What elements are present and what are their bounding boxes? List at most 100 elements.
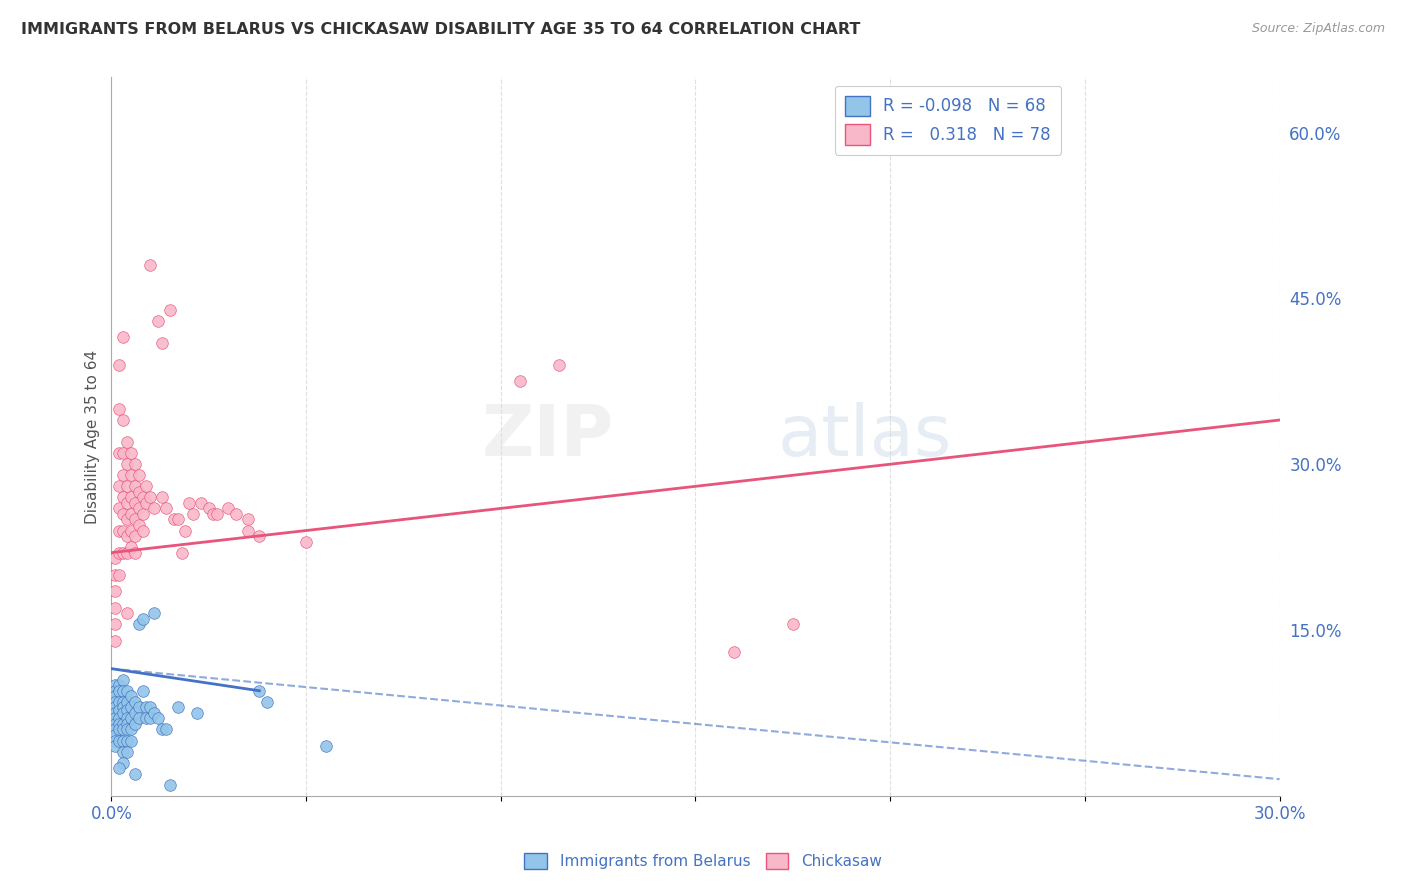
Point [315, 739, 337, 753]
Point [150, 723, 173, 737]
Point [115, 733, 138, 747]
Point [143, 706, 166, 720]
Point [108, 524, 131, 538]
Point [131, 524, 153, 538]
Point [115, 496, 138, 510]
Point [236, 512, 259, 526]
Point [139, 258, 162, 272]
Point [108, 446, 131, 460]
Text: ZIP: ZIP [481, 402, 613, 471]
Y-axis label: Disability Age 35 to 64: Disability Age 35 to 64 [86, 350, 100, 524]
Point [197, 501, 219, 516]
Point [128, 711, 150, 725]
Point [112, 756, 135, 770]
Point [104, 634, 127, 648]
Point [124, 496, 146, 510]
Point [128, 468, 150, 483]
Point [155, 723, 177, 737]
Legend: Immigrants from Belarus, Chickasaw: Immigrants from Belarus, Chickasaw [519, 847, 887, 875]
Point [159, 302, 181, 317]
Point [124, 766, 146, 780]
Point [112, 446, 135, 460]
Point [104, 551, 127, 566]
Point [295, 534, 318, 549]
Point [112, 723, 135, 737]
Point [124, 512, 146, 526]
Point [104, 739, 127, 753]
Point [115, 512, 138, 526]
Point [128, 617, 150, 632]
Point [225, 507, 247, 521]
Point [159, 778, 181, 792]
Point [217, 501, 239, 516]
Point [120, 524, 142, 538]
Point [112, 717, 135, 731]
Point [115, 529, 138, 543]
Point [104, 617, 127, 632]
Point [174, 524, 197, 538]
Point [115, 711, 138, 725]
Point [205, 507, 228, 521]
Point [112, 468, 135, 483]
Point [104, 567, 127, 582]
Point [104, 723, 127, 737]
Point [155, 501, 177, 516]
Point [104, 733, 127, 747]
Point [247, 529, 270, 543]
Point [112, 706, 135, 720]
Point [128, 484, 150, 499]
Point [120, 700, 142, 714]
Point [509, 375, 531, 389]
Point [135, 496, 157, 510]
Point [146, 313, 169, 327]
Point [135, 479, 157, 493]
Point [120, 733, 142, 747]
Point [124, 546, 146, 560]
Point [104, 711, 127, 725]
Point [186, 706, 208, 720]
Point [131, 683, 153, 698]
Point [128, 700, 150, 714]
Point [108, 695, 131, 709]
Point [104, 584, 127, 599]
Point [104, 695, 127, 709]
Point [548, 358, 571, 372]
Point [104, 728, 127, 742]
Point [170, 546, 193, 560]
Point [108, 683, 131, 698]
Point [112, 695, 135, 709]
Point [115, 479, 138, 493]
Point [115, 702, 138, 716]
Point [256, 695, 278, 709]
Point [166, 512, 188, 526]
Point [112, 700, 135, 714]
Point [104, 690, 127, 704]
Point [163, 512, 186, 526]
Point [128, 501, 150, 516]
Point [115, 546, 138, 560]
Text: Source: ZipAtlas.com: Source: ZipAtlas.com [1251, 22, 1385, 36]
Point [150, 491, 173, 505]
Point [179, 496, 201, 510]
Point [120, 540, 142, 554]
Point [124, 717, 146, 731]
Point [115, 717, 138, 731]
Point [181, 507, 204, 521]
Text: IMMIGRANTS FROM BELARUS VS CHICKASAW DISABILITY AGE 35 TO 64 CORRELATION CHART: IMMIGRANTS FROM BELARUS VS CHICKASAW DIS… [21, 22, 860, 37]
Point [120, 690, 142, 704]
Point [108, 358, 131, 372]
Point [112, 330, 135, 344]
Point [146, 711, 169, 725]
Point [139, 711, 162, 725]
Point [112, 507, 135, 521]
Point [112, 683, 135, 698]
Point [108, 702, 131, 716]
Point [108, 678, 131, 692]
Point [108, 733, 131, 747]
Point [135, 711, 157, 725]
Point [112, 413, 135, 427]
Point [115, 695, 138, 709]
Point [124, 457, 146, 471]
Point [782, 617, 804, 632]
Point [120, 711, 142, 725]
